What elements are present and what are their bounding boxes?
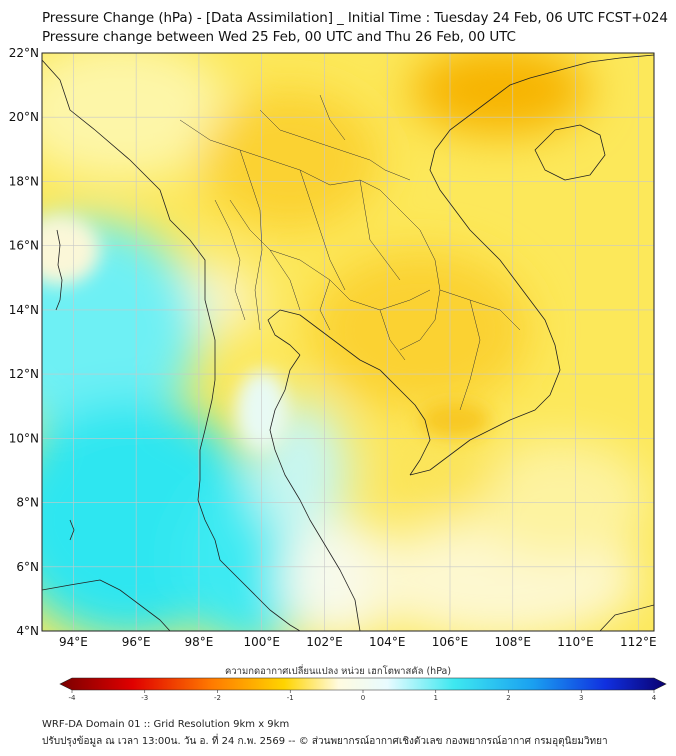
lon-label: 98°E <box>184 635 213 649</box>
lat-label: 4°N <box>16 624 39 638</box>
colorbar: -4 -3 -2 -1 0 1 2 3 4 <box>59 677 667 702</box>
graticule <box>42 53 654 631</box>
lat-label: 20°N <box>9 110 39 124</box>
colorbar-tick-label: 1 <box>434 694 438 702</box>
colorbar-tick-label: -3 <box>141 694 148 702</box>
title-line-1: Pressure Change (hPa) - [Data Assimilati… <box>42 10 668 26</box>
lat-label: 8°N <box>16 496 39 510</box>
footer-line-1: WRF-DA Domain 01 :: Grid Resolution 9km … <box>42 719 290 730</box>
colorbar-tick-label: -4 <box>69 694 77 702</box>
colorbar-tick-label: -1 <box>287 694 294 702</box>
title-line-2: Pressure change between Wed 25 Feb, 00 U… <box>42 29 516 45</box>
lat-label: 6°N <box>16 560 39 574</box>
admin-borders <box>179 94 521 411</box>
lon-label: 106°E <box>432 635 469 649</box>
colorbar-ticks: -4 -3 -2 -1 0 1 2 3 4 <box>69 690 657 702</box>
colorbar-bar <box>59 677 667 691</box>
pressure-field <box>42 53 654 631</box>
colorbar-title: ความกดอากาศเปลี่ยนแปลง หน่วย เฮกโตพาสคัล… <box>224 666 452 677</box>
colorbar-tick-label: -2 <box>214 694 221 702</box>
latitude-labels: 22°N 20°N 18°N 16°N 14°N 12°N 10°N 8°N 6°N 4°N <box>9 46 39 638</box>
map-frame <box>41 52 655 632</box>
longitude-labels: 94°E 96°E 98°E 100°E 102°E 104°E 106°E 108°E 110… <box>59 635 657 649</box>
footer-line-2: ปรับปรุงข้อมูล ณ เวลา 13:00น. วัน อ. ที่… <box>42 736 608 747</box>
lon-label: 112°E <box>620 635 657 649</box>
lat-label: 22°N <box>9 46 39 60</box>
lon-label: 94°E <box>59 635 88 649</box>
colorbar-tick-label: 3 <box>579 694 583 702</box>
lon-label: 104°E <box>369 635 406 649</box>
lat-label: 14°N <box>9 303 39 317</box>
lon-label: 108°E <box>495 635 532 649</box>
lat-label: 18°N <box>9 174 39 188</box>
lat-label: 10°N <box>9 431 39 445</box>
colorbar-tick-label: 4 <box>652 694 657 702</box>
coastlines <box>42 54 654 631</box>
lat-label: 16°N <box>9 239 39 253</box>
lon-label: 100°E <box>243 635 280 649</box>
lon-label: 102°E <box>306 635 343 649</box>
colorbar-tick-label: 2 <box>506 694 510 702</box>
lat-label: 12°N <box>9 367 39 381</box>
colorbar-tick-label: 0 <box>361 694 365 702</box>
lon-label: 110°E <box>557 635 594 649</box>
lon-label: 96°E <box>122 635 151 649</box>
